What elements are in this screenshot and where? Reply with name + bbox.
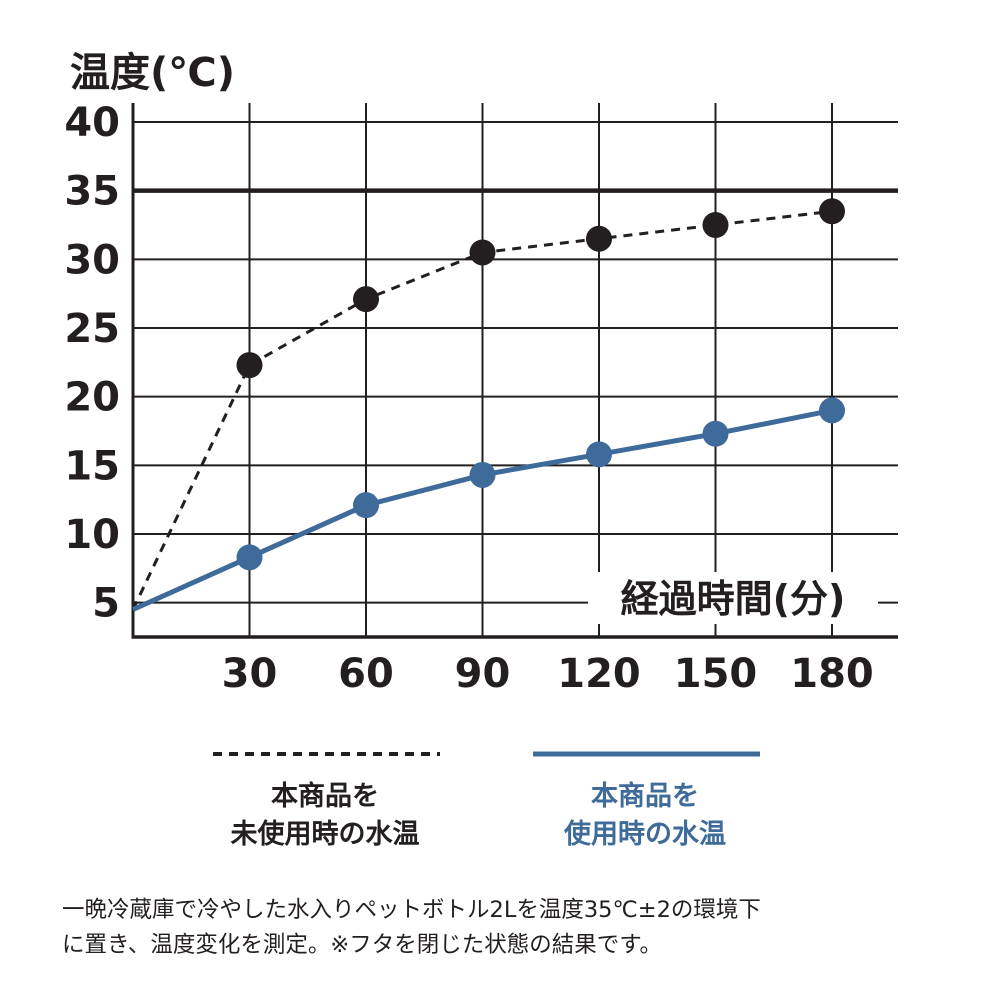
series-used-point-30 [236, 544, 263, 571]
y-axis-label: 温度(℃) [70, 50, 235, 96]
series-used-point-90 [469, 461, 496, 488]
series-used-point-150 [702, 420, 729, 447]
y-tick-label-35: 35 [64, 169, 120, 215]
legend-unused-line1: 本商品を [271, 781, 379, 812]
x-tick-label-30: 30 [222, 651, 278, 697]
series-used-point-60 [353, 492, 379, 519]
y-tick-label-5: 5 [92, 581, 120, 627]
x-tick-label-150: 150 [674, 651, 758, 697]
y-tick-label-25: 25 [64, 306, 120, 352]
footnote-line1: 一晩冷蔵庫で冷やした水入りペットボトル2Lを温度35℃±2の環境下 [62, 897, 761, 923]
series-unused-point-180 [819, 198, 845, 225]
series-unused-point-60 [353, 286, 379, 313]
y-tick-label-15: 15 [64, 443, 120, 489]
y-tick-label-40: 40 [64, 100, 120, 146]
footnote-line2: に置き、温度変化を測定。※フタを閉じた状態の結果です。 [62, 932, 663, 958]
series-unused-point-30 [236, 352, 263, 379]
x-tick-label-180: 180 [790, 651, 874, 697]
x-tick-label-60: 60 [338, 651, 394, 697]
series-used-point-120 [586, 441, 612, 468]
legend-unused-line2: 未使用時の水温 [230, 819, 420, 850]
x-tick-label-90: 90 [455, 651, 511, 697]
y-tick-label-30: 30 [64, 237, 120, 283]
legend-label-unused: 本商品を 未使用時の水温 [200, 778, 450, 854]
y-tick-label-10: 10 [64, 512, 120, 558]
x-axis-label: 経過時間(分) [621, 577, 846, 621]
legend-used-line2: 使用時の水温 [564, 819, 726, 850]
series-unused-point-90 [469, 239, 496, 266]
x-tick-label-120: 120 [557, 651, 641, 697]
legend-label-used: 本商品を 使用時の水温 [520, 778, 770, 854]
footnote: 一晩冷蔵庫で冷やした水入りペットボトル2Lを温度35℃±2の環境下 に置き、温度… [62, 893, 942, 963]
series-unused-point-150 [702, 212, 729, 238]
series-unused-point-120 [586, 225, 612, 252]
y-tick-label-20: 20 [64, 375, 120, 421]
legend-used-line1: 本商品を [591, 781, 699, 812]
x-axis-label-background [588, 572, 878, 624]
series-used-point-180 [819, 397, 845, 424]
